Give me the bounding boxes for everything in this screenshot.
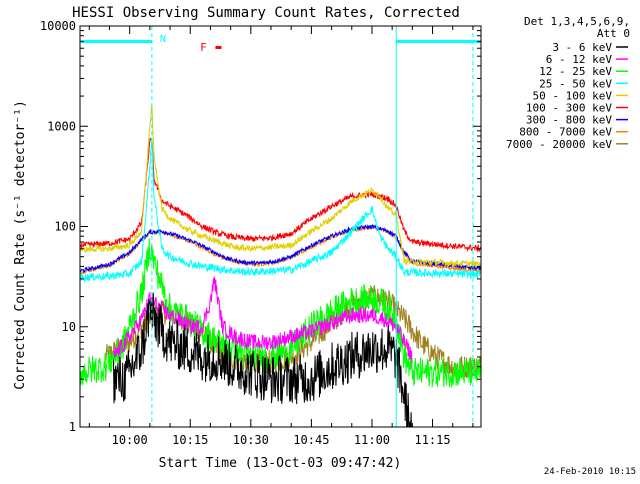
- series-line-4: [80, 104, 481, 269]
- legend-label: 300 - 800 keV: [526, 114, 612, 127]
- y-axis-label: Corrected Count Rate (s⁻¹ detector⁻¹): [13, 100, 28, 390]
- legend-label: 100 - 300 keV: [526, 102, 612, 115]
- y-tick-label: 1: [69, 420, 76, 434]
- legend-label: 7000 - 20000 keV: [506, 138, 612, 151]
- y-tick-label: 1000: [47, 119, 76, 133]
- x-tick-label: 10:45: [293, 433, 329, 447]
- legend-label: 12 - 25 keV: [539, 65, 612, 78]
- flare-bar: [215, 46, 222, 49]
- plot-layer: N F 1 10 100 1000 10000 10:00 10:15 10:30 10:45 11:…: [40, 19, 628, 447]
- x-tick-label: 11:00: [354, 433, 390, 447]
- chart-title: HESSI Observing Summary Count Rates, Cor…: [72, 5, 460, 21]
- flare-label: F: [200, 41, 207, 54]
- legend-header-line-2: Att 0: [597, 27, 630, 40]
- night-bar-1: [396, 40, 481, 43]
- y-tick-label: 10000: [40, 19, 76, 33]
- x-tick-label: 10:00: [112, 433, 148, 447]
- x-axis-label: Start Time (13-Oct-03 09:47:42): [159, 456, 402, 471]
- series-group: [80, 104, 481, 427]
- series-line-1: [113, 276, 413, 364]
- x-tick-label: 11:15: [414, 433, 450, 447]
- legend-label: 800 - 7000 keV: [519, 126, 612, 139]
- series-line-0: [113, 292, 412, 427]
- night-label: N: [160, 34, 166, 45]
- legend-header-line-1: Det 1,3,4,5,6,9,: [524, 15, 630, 28]
- legend-label: 25 - 50 keV: [539, 77, 612, 90]
- y-tick-label: 10: [62, 320, 76, 334]
- series-line-2: [80, 238, 481, 388]
- x-tick-label: 10:30: [233, 433, 269, 447]
- series-line-3: [80, 138, 481, 283]
- night-bar-0: [80, 40, 152, 43]
- x-tick-label: 10:15: [172, 433, 208, 447]
- series-line-6: [80, 223, 481, 274]
- y-tick-label: 100: [54, 220, 76, 234]
- legend-label: 3 - 6 keV: [552, 41, 612, 54]
- legend-label: 50 - 100 keV: [533, 89, 613, 102]
- footer-timestamp: 24-Feb-2010 10:15: [544, 467, 636, 477]
- legend-label: 6 - 12 keV: [546, 53, 613, 66]
